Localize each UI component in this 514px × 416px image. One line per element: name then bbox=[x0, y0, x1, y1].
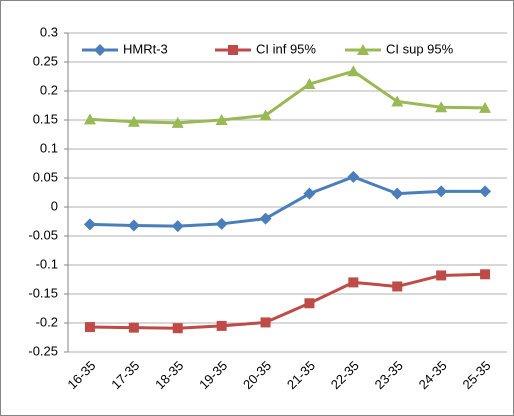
marker bbox=[479, 101, 492, 113]
marker bbox=[259, 109, 272, 121]
marker bbox=[435, 101, 448, 113]
y-tick-label: 0.2 bbox=[40, 82, 58, 97]
marker bbox=[347, 65, 360, 77]
marker bbox=[391, 95, 404, 107]
marker bbox=[303, 78, 316, 90]
y-tick-label: -0.1 bbox=[36, 256, 58, 271]
y-tick-label: 0.15 bbox=[33, 111, 58, 126]
y-tick-label: -0.25 bbox=[28, 343, 58, 358]
marker bbox=[479, 185, 492, 198]
marker bbox=[216, 320, 227, 331]
marker bbox=[127, 219, 140, 232]
y-tick-label: 0.1 bbox=[40, 140, 58, 155]
y-tick-label: -0.05 bbox=[28, 227, 58, 242]
marker bbox=[172, 323, 183, 334]
legend-label: HMRt-3 bbox=[123, 41, 168, 56]
y-tick-label: -0.15 bbox=[28, 285, 58, 300]
marker bbox=[436, 270, 447, 281]
marker bbox=[435, 185, 448, 198]
marker bbox=[347, 170, 360, 183]
y-tick-label: 0 bbox=[51, 198, 58, 213]
y-tick-label: -0.2 bbox=[36, 314, 58, 329]
y-tick-label: 0.05 bbox=[33, 169, 58, 184]
marker bbox=[228, 45, 238, 55]
marker bbox=[83, 113, 96, 125]
legend-label: CI inf 95% bbox=[256, 41, 316, 56]
marker bbox=[348, 277, 359, 288]
marker bbox=[84, 322, 95, 333]
marker bbox=[303, 187, 316, 200]
marker bbox=[83, 218, 96, 231]
marker bbox=[480, 269, 491, 280]
y-tick-label: 0.25 bbox=[33, 53, 58, 68]
series-line bbox=[89, 175, 486, 228]
marker bbox=[94, 44, 106, 56]
marker bbox=[128, 322, 139, 333]
marker bbox=[259, 212, 272, 225]
marker bbox=[304, 298, 315, 309]
marker bbox=[357, 44, 369, 55]
marker bbox=[171, 220, 184, 233]
marker bbox=[215, 217, 228, 230]
marker bbox=[171, 116, 184, 128]
marker bbox=[260, 317, 271, 328]
legend-label: CI sup 95% bbox=[386, 41, 454, 56]
marker bbox=[391, 187, 404, 200]
series-line bbox=[89, 69, 486, 125]
marker bbox=[392, 281, 403, 292]
marker bbox=[127, 115, 140, 127]
y-tick-label: 0.3 bbox=[40, 24, 58, 39]
marker bbox=[215, 114, 228, 125]
series-line bbox=[89, 272, 486, 330]
